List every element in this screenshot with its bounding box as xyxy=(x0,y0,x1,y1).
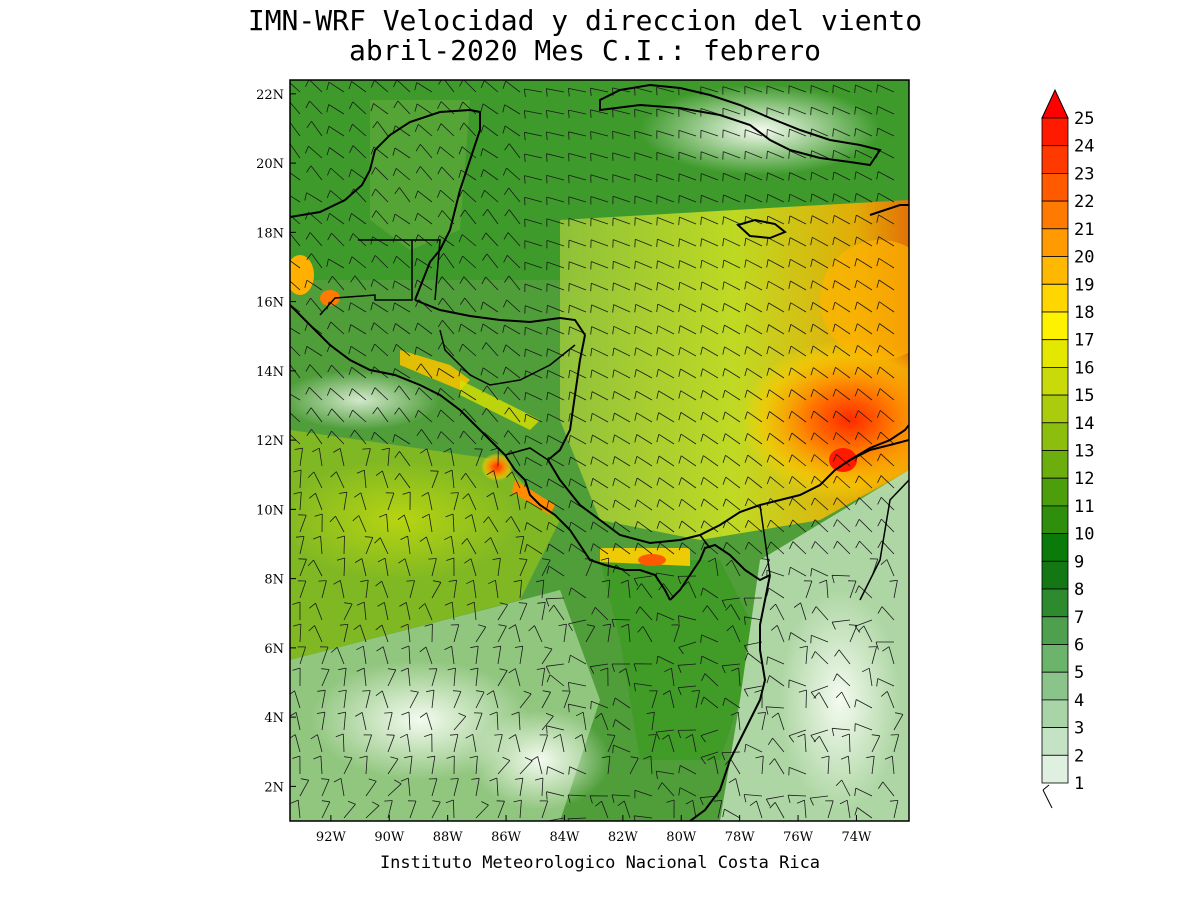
chart-title-line-1: IMN-WRF Velocidad y direccion del viento xyxy=(247,4,923,37)
colorbar-label: 19 xyxy=(1074,275,1094,295)
lon-tick-label: 90W xyxy=(374,830,405,845)
wind-speed-field xyxy=(290,80,909,821)
colorbar-box xyxy=(1041,228,1069,257)
colorbar-label: 23 xyxy=(1074,164,1094,184)
colorbar-box xyxy=(1041,727,1069,756)
colorbar-box xyxy=(1041,699,1069,729)
colorbar-box xyxy=(1041,256,1069,285)
country-borders xyxy=(319,239,909,601)
lon-tick-label: 86W xyxy=(491,830,522,845)
colorbar-max-arrow xyxy=(1041,88,1069,119)
lon-tick-label: 76W xyxy=(783,830,814,845)
colorbar-box xyxy=(1041,200,1069,230)
lat-tick-label: 18N xyxy=(256,226,284,241)
chart-title-line-2: abril-2020 Mes C.I.: febrero xyxy=(348,34,821,67)
lat-tick-label: 14N xyxy=(256,365,284,380)
lat-tick-label: 20N xyxy=(256,157,284,172)
colorbar-label: 5 xyxy=(1074,663,1084,683)
colorbar-label: 2 xyxy=(1074,746,1084,766)
colorbar-label: 8 xyxy=(1074,580,1084,600)
colorbar-box xyxy=(1041,533,1069,562)
colorbar-label: 9 xyxy=(1074,552,1084,572)
colorbar-label: 1 xyxy=(1074,774,1084,794)
colorbar-label: 22 xyxy=(1074,192,1094,212)
colorbar-labels: 1234567891011121314151617181920212223242… xyxy=(1074,109,1094,794)
lon-tick-label: 78W xyxy=(725,830,756,845)
colorbar-box xyxy=(1041,560,1069,590)
colorbar-label: 11 xyxy=(1074,497,1094,517)
colorbar-box xyxy=(1041,671,1069,701)
lat-tick-label: 6N xyxy=(264,642,284,657)
colorbar-label: 6 xyxy=(1074,636,1084,656)
lon-tick-label: 82W xyxy=(608,830,639,845)
colorbar-label: 10 xyxy=(1074,525,1094,545)
colorbar-box xyxy=(1041,644,1069,673)
colorbar-box xyxy=(1041,477,1069,507)
colorbar-label: 4 xyxy=(1074,691,1084,711)
colorbar-box xyxy=(1041,145,1069,174)
colorbar-box xyxy=(1041,450,1069,479)
credit-text: Instituto Meteorologico Nacional Costa R… xyxy=(379,853,821,873)
colorbar-box xyxy=(1041,754,1069,784)
colorbar-label: 20 xyxy=(1074,248,1094,268)
colorbar-box xyxy=(1041,283,1069,313)
colorbar-label: 3 xyxy=(1074,719,1084,739)
map-axes: 92W 90W 88W 86W 84W 82W 80W 78W 76W 74W 2N 4N 6N 8N 10… xyxy=(256,88,872,845)
colorbar-box xyxy=(1041,172,1069,202)
colorbar-box xyxy=(1041,117,1069,147)
lat-tick-label: 16N xyxy=(256,296,284,311)
colorbar-label: 24 xyxy=(1074,137,1094,157)
colorbar-label: 16 xyxy=(1074,358,1094,378)
lon-tick-label: 74W xyxy=(841,830,872,845)
colorbar-box xyxy=(1041,366,1069,396)
colorbar-label: 14 xyxy=(1074,414,1094,434)
colorbar-label: 13 xyxy=(1074,442,1094,462)
lon-tick-label: 92W xyxy=(316,830,347,845)
colorbar-box xyxy=(1041,339,1069,368)
lat-tick-label: 4N xyxy=(264,711,284,726)
colorbar-label: 21 xyxy=(1074,220,1094,240)
lat-tick-label: 12N xyxy=(256,434,284,449)
lon-tick-label: 88W xyxy=(433,830,464,845)
colorbar-label: 15 xyxy=(1074,386,1094,406)
colorbar-box xyxy=(1041,422,1069,451)
colorbar-box xyxy=(1041,616,1069,645)
lon-tick-label: 84W xyxy=(550,830,581,845)
lon-tick-label: 80W xyxy=(666,830,697,845)
colorbar-box xyxy=(1041,588,1069,618)
colorbar-label: 17 xyxy=(1074,331,1094,351)
colorbar-label: 7 xyxy=(1074,608,1084,628)
colorbar-label: 18 xyxy=(1074,303,1094,323)
colorbar-boxes xyxy=(1041,88,1069,784)
colorbar-box xyxy=(1041,394,1069,424)
lat-tick-label: 2N xyxy=(264,780,284,795)
colorbar-label: 25 xyxy=(1074,109,1094,129)
reference-barb-icon xyxy=(1042,784,1053,809)
lat-tick-label: 8N xyxy=(264,573,284,588)
colorbar-label: 12 xyxy=(1074,469,1094,489)
wind-barbs xyxy=(290,80,904,821)
map-frame xyxy=(289,79,910,822)
lat-tick-label: 22N xyxy=(256,88,284,103)
colorbar-box xyxy=(1041,505,1069,534)
colorbar-box xyxy=(1041,311,1069,341)
coastlines xyxy=(290,83,909,821)
lat-tick-label: 10N xyxy=(256,503,284,518)
